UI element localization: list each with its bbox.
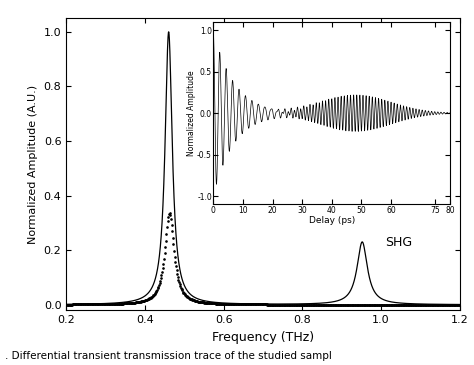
X-axis label: Frequency (THz): Frequency (THz) [212,331,314,344]
Y-axis label: Normalized Amplitude: Normalized Amplitude [187,70,196,156]
Text: . Differential transient transmission trace of the studied sampl: . Differential transient transmission tr… [5,351,332,361]
Text: SHG: SHG [385,235,412,249]
Y-axis label: Normalized Amplitude (A.U.): Normalized Amplitude (A.U.) [28,85,38,244]
X-axis label: Delay (ps): Delay (ps) [309,216,355,225]
